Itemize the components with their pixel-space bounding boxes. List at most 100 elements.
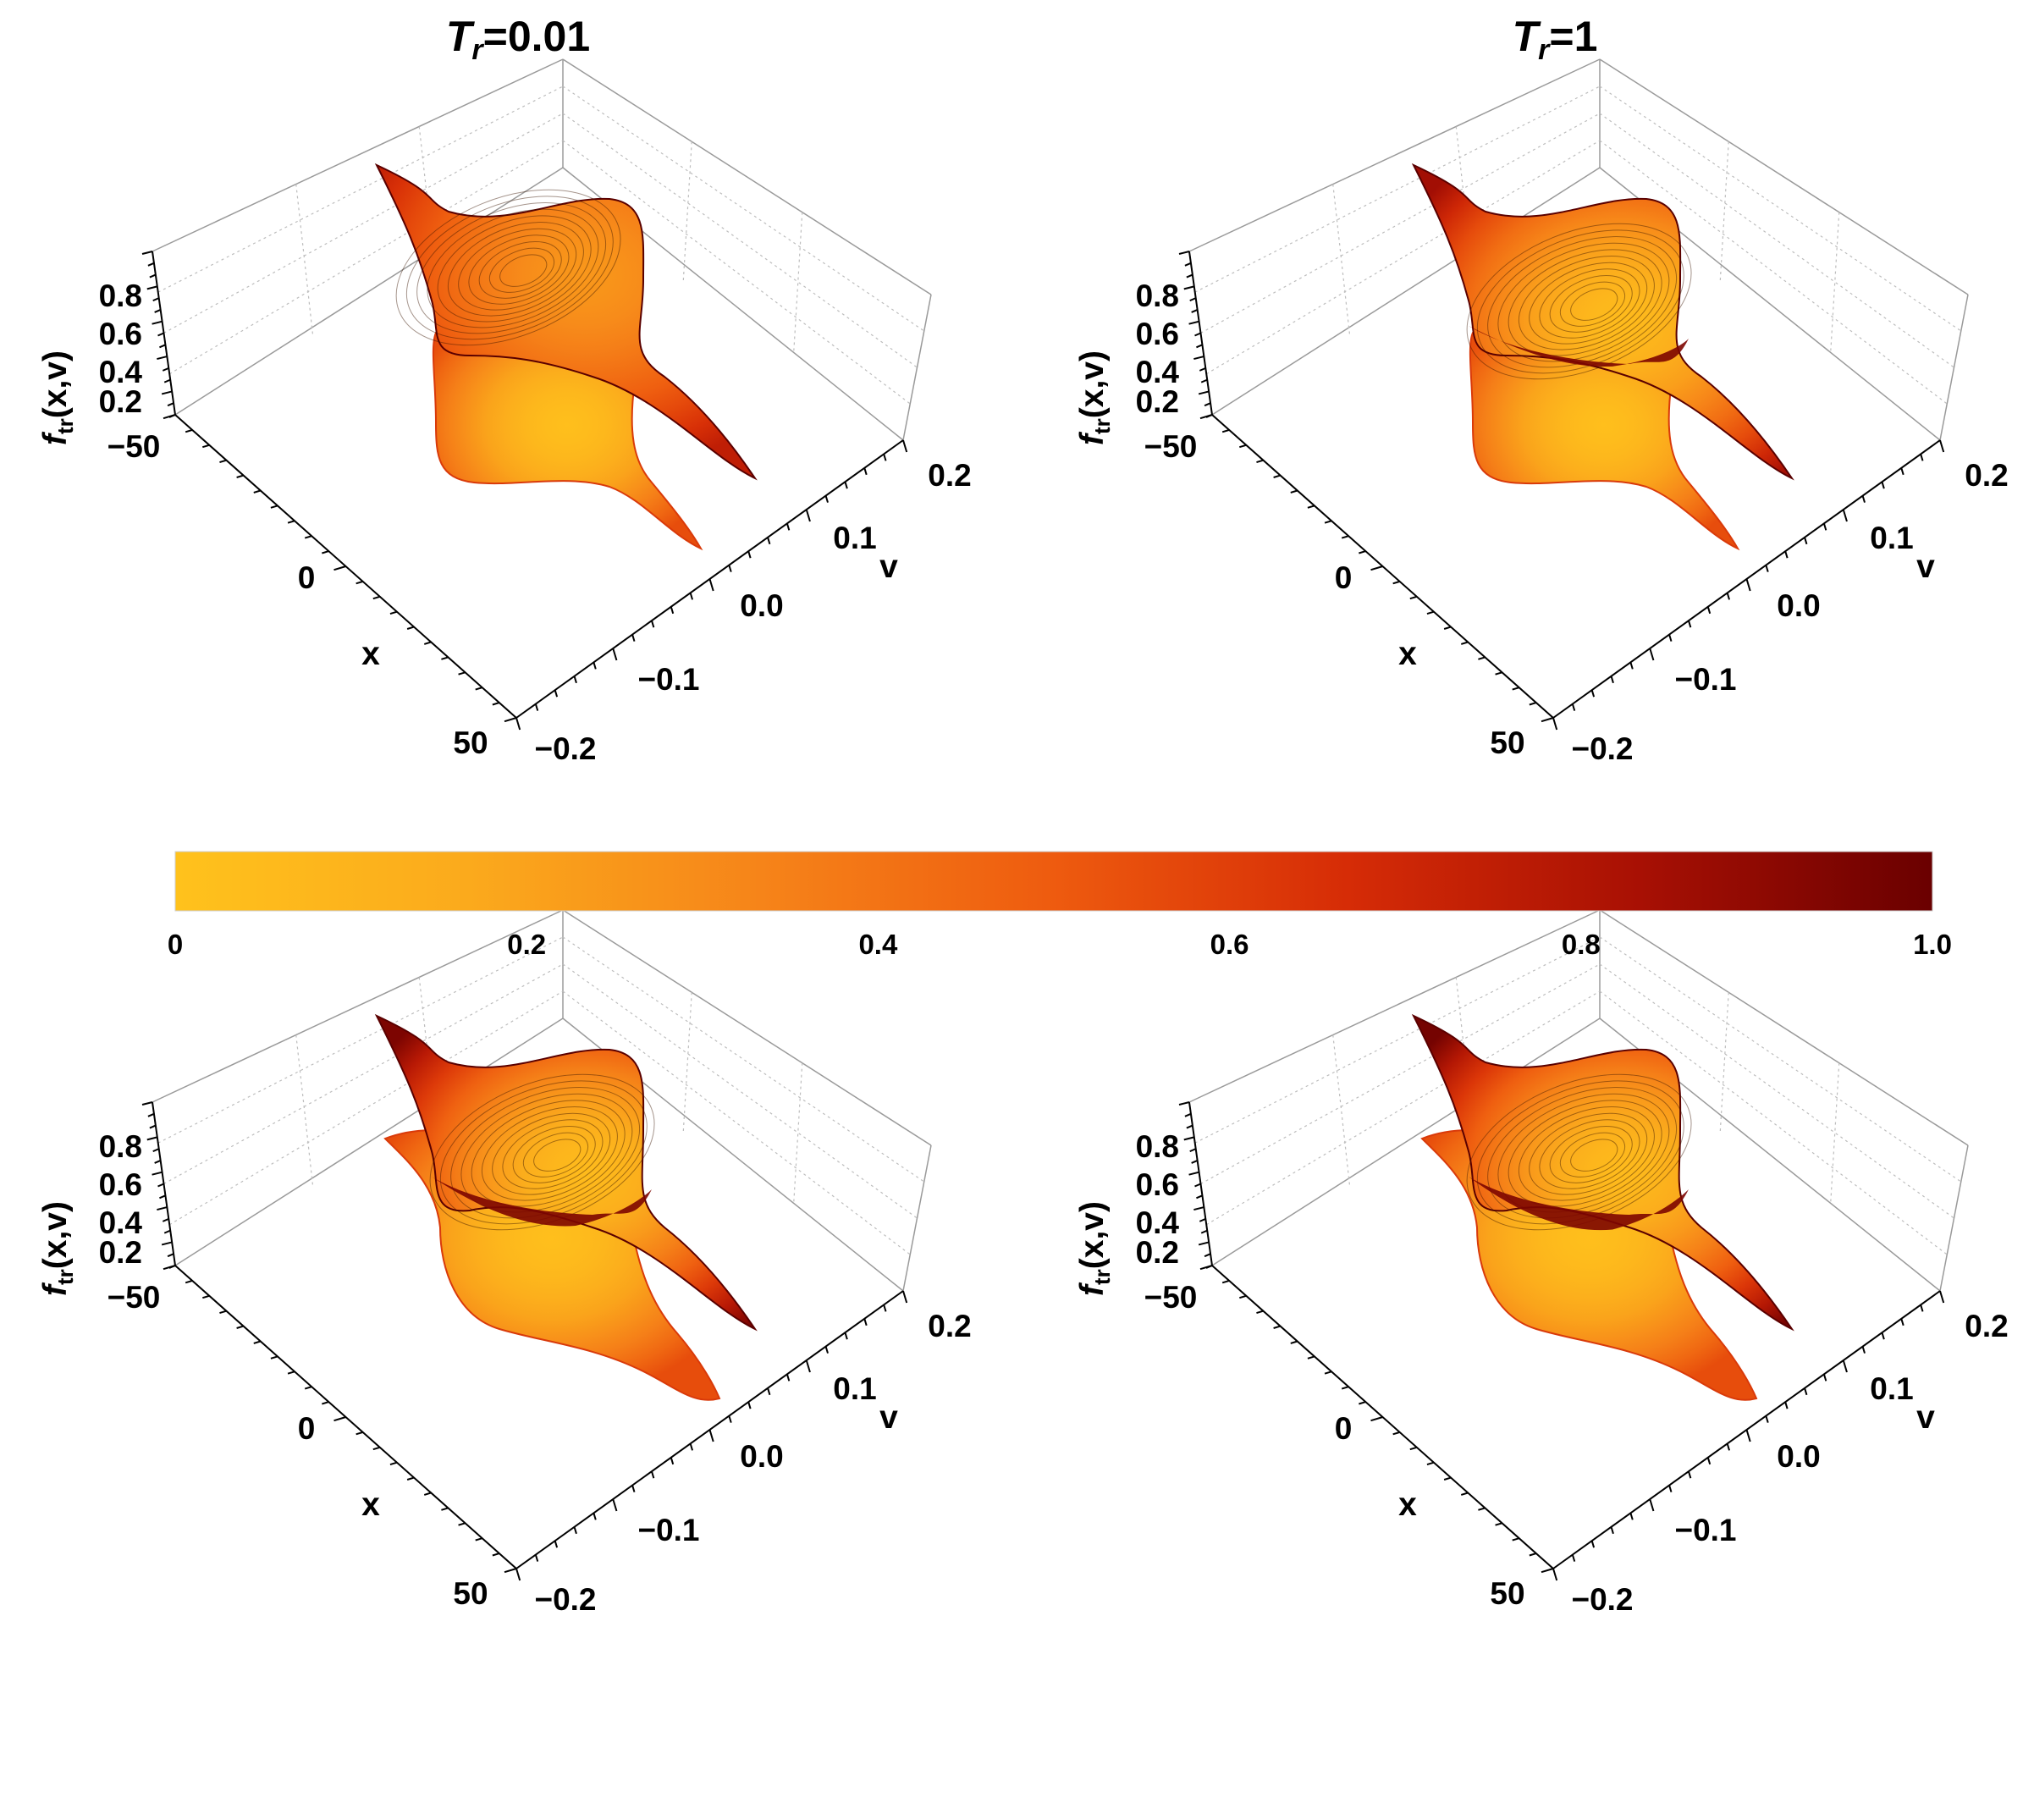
v-tick [785, 1374, 791, 1382]
x-tick [185, 428, 193, 433]
contour-line [522, 1132, 589, 1177]
v-tick-label: 0.0 [740, 1439, 783, 1474]
x-axis-label: x [361, 1486, 380, 1523]
x-tick [1460, 641, 1469, 645]
v-tick [554, 1540, 559, 1548]
v-tick-label: −0.1 [637, 1513, 699, 1547]
v-tick [1571, 703, 1576, 711]
z-tick-label: 0.8 [1136, 279, 1179, 313]
x-tick [475, 1537, 482, 1541]
grid-line [295, 1034, 314, 1188]
z-tick [1198, 390, 1210, 395]
contour-line [1529, 262, 1648, 345]
x-tick [441, 1507, 449, 1511]
x-tick [356, 580, 363, 585]
x-tick [458, 1522, 466, 1526]
panel-body: 0.20.40.60.8ftr(x,v)−50050x−0.2−0.10.00.… [37, 863, 972, 1617]
box-edge [1599, 909, 1969, 1146]
v-tick [515, 1568, 521, 1581]
grid-line [1599, 963, 1954, 1219]
v-tick [631, 1485, 636, 1492]
v-tick-label: −0.2 [1571, 1582, 1633, 1617]
z-tick-label: 0.2 [99, 1235, 142, 1270]
v-tick [767, 537, 771, 545]
box-gridlines [157, 85, 925, 405]
grid-line [562, 936, 925, 1183]
v-tick-label: −0.1 [1674, 662, 1736, 697]
v-tick-label: 0.2 [1965, 1309, 2008, 1343]
colorbar-tick-label: 0.4 [858, 929, 898, 960]
v-tick [515, 717, 521, 731]
z-tick [159, 344, 166, 349]
grid-line [1719, 141, 1729, 282]
x-tick [492, 1553, 500, 1557]
v-axis-label: v [879, 1399, 898, 1436]
grid-line [793, 212, 803, 352]
x-tick [1443, 1476, 1452, 1481]
contour-line [1549, 275, 1633, 333]
z-tick [1178, 251, 1190, 255]
x-tick [1307, 505, 1315, 509]
z-tick [1193, 356, 1204, 361]
x-tick [1341, 1386, 1349, 1390]
z-tick [1178, 1101, 1190, 1106]
x-tick [1495, 1522, 1502, 1526]
x-tick [1443, 626, 1452, 630]
v-tick [1804, 537, 1808, 545]
z-tick [1188, 320, 1199, 325]
x-tick [219, 459, 227, 464]
v-tick [1861, 495, 1866, 503]
z-tick [152, 1148, 160, 1153]
v-tick [1842, 1359, 1848, 1373]
contour-line [1476, 1080, 1684, 1225]
v-tick [1610, 676, 1614, 684]
v-axis [515, 1290, 908, 1581]
z-tick-label: 0.6 [1136, 1167, 1179, 1202]
z-tick [141, 251, 153, 255]
v-tick [689, 1443, 694, 1451]
upper-surface [374, 163, 758, 481]
grid-line [163, 963, 564, 1185]
v-tick [1726, 593, 1731, 600]
box-edge [1599, 58, 1969, 295]
x-tick [372, 1446, 381, 1451]
v-tick [902, 1290, 908, 1304]
z-tick [141, 1101, 153, 1106]
x-tick [236, 1325, 244, 1329]
v-tick [1784, 1401, 1789, 1409]
z-tick [146, 1136, 158, 1141]
v-tick [785, 523, 791, 531]
panel-body: 0.20.40.60.8ftr(x,v)−50050x−0.2−0.10.00.… [1074, 13, 2009, 766]
z-label-args: (x,v) [37, 350, 74, 418]
box-edge [1939, 1144, 1969, 1292]
z-tick [163, 1229, 171, 1234]
x-tick [270, 1355, 278, 1359]
grid-line [1332, 184, 1351, 337]
contour-line [1518, 256, 1655, 350]
v-tick [708, 1429, 714, 1442]
grid-line [793, 1062, 803, 1203]
upper-surface [1411, 1013, 1794, 1332]
x-tick [287, 1371, 295, 1375]
v-tick [728, 1415, 732, 1423]
upper-contours [429, 1073, 655, 1231]
x-tick [253, 1340, 262, 1344]
x-axis-label: x [1398, 1486, 1417, 1523]
z-tick [1200, 378, 1208, 383]
grid-line [1719, 992, 1729, 1133]
grid-line [1599, 85, 1962, 332]
v-tick [1745, 578, 1751, 592]
grid-line [682, 141, 692, 282]
x-tick [163, 414, 176, 420]
x-tick [406, 1476, 415, 1481]
contour-line [1529, 1112, 1648, 1195]
z-tick [1183, 1136, 1195, 1141]
z-tick [1191, 1160, 1199, 1164]
v-tick-label: 0.2 [1965, 458, 2008, 493]
z-tick [1200, 1229, 1208, 1234]
v-tick [631, 634, 636, 642]
x-tick-label: 50 [1490, 725, 1524, 760]
contour-line [468, 234, 570, 305]
upper-surface [374, 1013, 758, 1332]
